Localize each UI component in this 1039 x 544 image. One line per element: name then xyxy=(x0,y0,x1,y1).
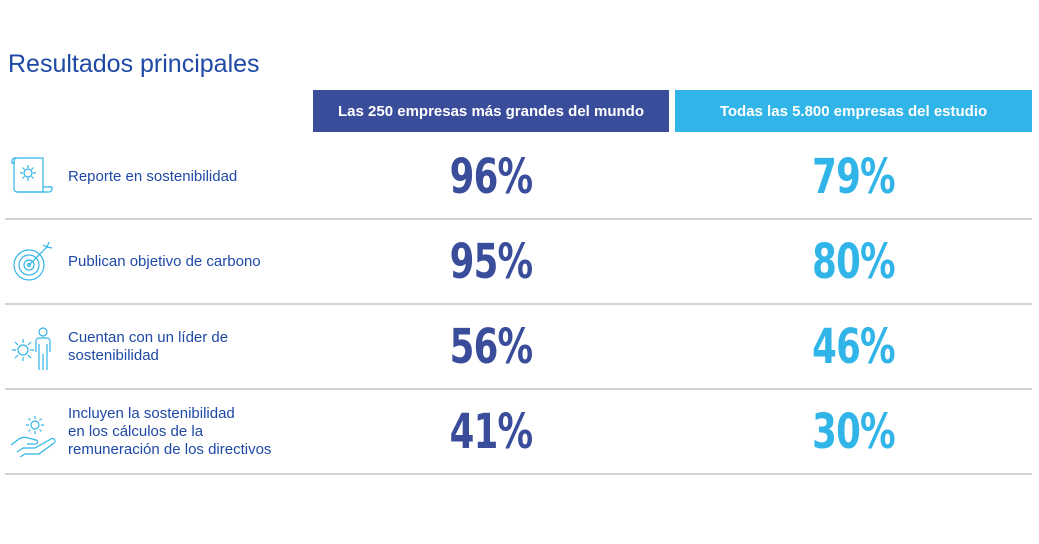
table-row: Reporte en sostenibilidad 96% 79% xyxy=(5,136,1032,220)
row-label: Incluyen la sostenibilidad en los cálcul… xyxy=(68,391,318,473)
row-label-line: Incluyen la sostenibilidad xyxy=(68,405,235,422)
value-all-companies: 79% xyxy=(812,149,896,205)
value-top-250: 41% xyxy=(449,404,534,460)
row-label: Reporte en sostenibilidad xyxy=(68,136,318,218)
row-label: Cuentan con un líder de sostenibilidad xyxy=(68,306,318,388)
row-label-line: remuneración de los directivos xyxy=(68,441,272,458)
row-label-line: en los cálculos de la xyxy=(68,423,204,440)
target-arrow-icon xyxy=(7,239,59,287)
value-all-companies: 80% xyxy=(812,234,896,290)
value-top-250: 95% xyxy=(449,234,534,290)
table-row: Publican objetivo de carbono 95% 80% xyxy=(5,221,1032,305)
column-header-top-250: Las 250 empresas más grandes del mundo xyxy=(313,90,669,132)
person-gear-icon xyxy=(7,324,59,372)
row-label-line: sostenibilidad xyxy=(68,347,159,364)
value-all-companies: 30% xyxy=(812,404,896,460)
row-label: Publican objetivo de carbono xyxy=(68,221,318,303)
row-label-line: Publican objetivo de carbono xyxy=(68,253,261,270)
value-top-250: 56% xyxy=(449,319,534,375)
table-row: Incluyen la sostenibilidad en los cálcul… xyxy=(5,391,1032,475)
value-all-companies: 46% xyxy=(812,319,896,375)
page-title: Resultados principales xyxy=(8,50,260,78)
document-gear-icon xyxy=(7,154,59,202)
table-row: Cuentan con un líder de sostenibilidad 5… xyxy=(5,306,1032,390)
column-header-all-companies: Todas las 5.800 empresas del estudio xyxy=(675,90,1032,132)
row-label-line: Reporte en sostenibilidad xyxy=(68,168,238,185)
row-label-line: Cuentan con un líder de xyxy=(68,329,229,346)
value-top-250: 96% xyxy=(449,149,534,205)
hand-gear-icon xyxy=(7,409,59,457)
